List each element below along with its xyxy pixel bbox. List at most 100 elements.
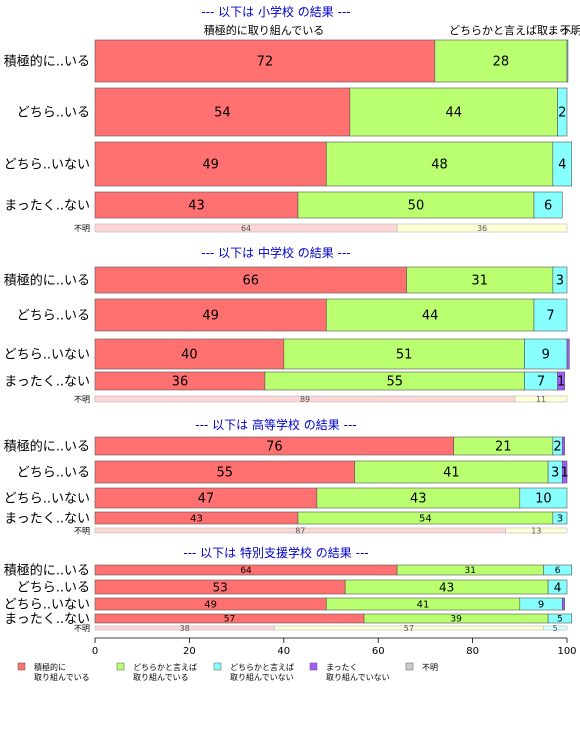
- category-label: 不明: [74, 224, 90, 233]
- legend-item-5: 不明: [405, 662, 438, 672]
- data-label: 41: [443, 466, 460, 481]
- category-label: どちら..いない: [4, 158, 90, 173]
- legend-label: どちらかと言えば: [230, 662, 294, 672]
- category-label: 積極的に..いる: [4, 439, 90, 455]
- legend-swatch: [116, 662, 125, 671]
- category-label: まったく..ない: [4, 512, 90, 527]
- data-label: 28: [493, 55, 510, 70]
- data-label: 48: [431, 158, 448, 173]
- category-label: 積極的に..いる: [4, 273, 90, 289]
- data-label: 87: [295, 526, 305, 535]
- top-header-label-somewhat-positive: どちらかと言えば取..: [449, 24, 555, 37]
- bar-segment: [561, 460, 568, 484]
- bar-segment: [533, 298, 568, 332]
- data-label: 43: [188, 199, 205, 214]
- bar-segment: [533, 191, 563, 219]
- data-label: 6: [544, 199, 552, 214]
- panel-title: --- 以下は 小学校 の結果 ---: [201, 4, 350, 19]
- legend-swatch: [213, 662, 222, 671]
- bar-segment: [349, 87, 558, 137]
- data-label: 7: [537, 375, 545, 390]
- legend-label: 取り組んでいない: [230, 672, 294, 682]
- data-label: 4: [558, 158, 566, 173]
- x-tick-label: 60: [372, 646, 385, 657]
- bar-segment: [552, 266, 568, 294]
- category-label: 不明: [74, 395, 90, 404]
- bar-segment: [325, 141, 554, 187]
- x-tick-label: 0: [92, 646, 98, 657]
- bar-segment: [297, 191, 535, 219]
- legend-label: まったく: [326, 663, 358, 672]
- data-label: 5: [557, 615, 563, 625]
- bar-segment: [505, 527, 568, 534]
- data-label: 49: [202, 158, 219, 173]
- data-label: 3: [557, 514, 563, 525]
- category-label: どちら..いる: [17, 309, 90, 324]
- data-label: 2: [558, 106, 566, 121]
- bar-segment: [552, 511, 568, 525]
- legend-swatch: [405, 662, 414, 671]
- category-label: どちら..いる: [17, 581, 90, 596]
- legend-label: 不明: [422, 663, 438, 672]
- data-label: 64: [240, 566, 252, 576]
- x-tick-label: 20: [183, 646, 196, 657]
- data-label: 53: [212, 580, 227, 594]
- data-label: 10: [535, 492, 552, 507]
- data-label: 50: [408, 199, 425, 214]
- data-label: 13: [531, 526, 541, 535]
- category-label: どちら..いる: [17, 466, 90, 481]
- category-label: 不明: [74, 527, 90, 536]
- data-label: 11: [536, 395, 546, 404]
- top-header-label-positive: 積極的に取り組んでいる: [204, 23, 324, 37]
- panel-4: --- 以下は 特別支援学校 の結果 --- 積極的に..いる 64 31 6 どちら..…: [4, 545, 573, 633]
- data-label: 2: [553, 440, 561, 455]
- data-label: 31: [471, 274, 488, 289]
- legend-label: 取り組んでいる: [133, 672, 189, 682]
- data-label: 54: [419, 514, 432, 525]
- panel-title: --- 以下は 中学校 の結果 ---: [201, 245, 350, 260]
- top-header-label-unknown: 不明: [560, 24, 580, 37]
- data-label: 1: [560, 466, 568, 481]
- data-label: 51: [396, 348, 413, 363]
- data-label: 47: [198, 492, 215, 507]
- category-label: まったく..ない: [4, 612, 90, 627]
- data-label: 40: [181, 348, 198, 363]
- bar-segment: [543, 564, 573, 576]
- data-label: 55: [217, 466, 234, 481]
- bar-segment: [557, 87, 568, 137]
- category-label: 積極的に..いる: [4, 54, 90, 70]
- data-label: 3: [556, 274, 564, 289]
- data-label: 1: [557, 375, 565, 390]
- data-label: 39: [450, 615, 462, 625]
- data-label: 36: [172, 375, 189, 390]
- bar-segment: [283, 338, 525, 370]
- panel-2: --- 以下は 中学校 の結果 --- 積極的に..いる 66 31 3 どちら..いる 4…: [4, 245, 570, 404]
- panel-3: --- 以下は 高等学校 の結果 --- 積極的に..いる 76 21 2 どちら..いる…: [4, 417, 569, 536]
- bar-segment: [543, 625, 568, 631]
- data-label: 4: [554, 580, 562, 594]
- data-label: 44: [422, 309, 439, 324]
- legend-swatch: [309, 662, 318, 671]
- bar-segment: [566, 338, 570, 370]
- category-label: まったく..ない: [4, 375, 90, 390]
- top-header: 積極的に取り組んでいる どちらかと言えば取.. まっ.. 不明: [204, 23, 580, 37]
- data-label: 31: [465, 566, 476, 576]
- legend-label: 積極的に: [34, 662, 66, 672]
- data-label: 44: [445, 106, 462, 121]
- bar-segment: [434, 39, 568, 83]
- data-label: 57: [404, 624, 414, 633]
- x-axis: 0 20 40 60 80 100: [92, 637, 577, 657]
- bar-segment: [94, 141, 327, 187]
- bar-segment: [94, 298, 327, 332]
- data-label: 36: [477, 224, 487, 233]
- data-label: 3: [551, 466, 559, 481]
- data-label: 57: [224, 615, 235, 625]
- category-label: 不明: [74, 624, 90, 633]
- data-label: 9: [542, 348, 550, 363]
- data-label: 21: [495, 440, 512, 455]
- data-label: 43: [410, 492, 427, 507]
